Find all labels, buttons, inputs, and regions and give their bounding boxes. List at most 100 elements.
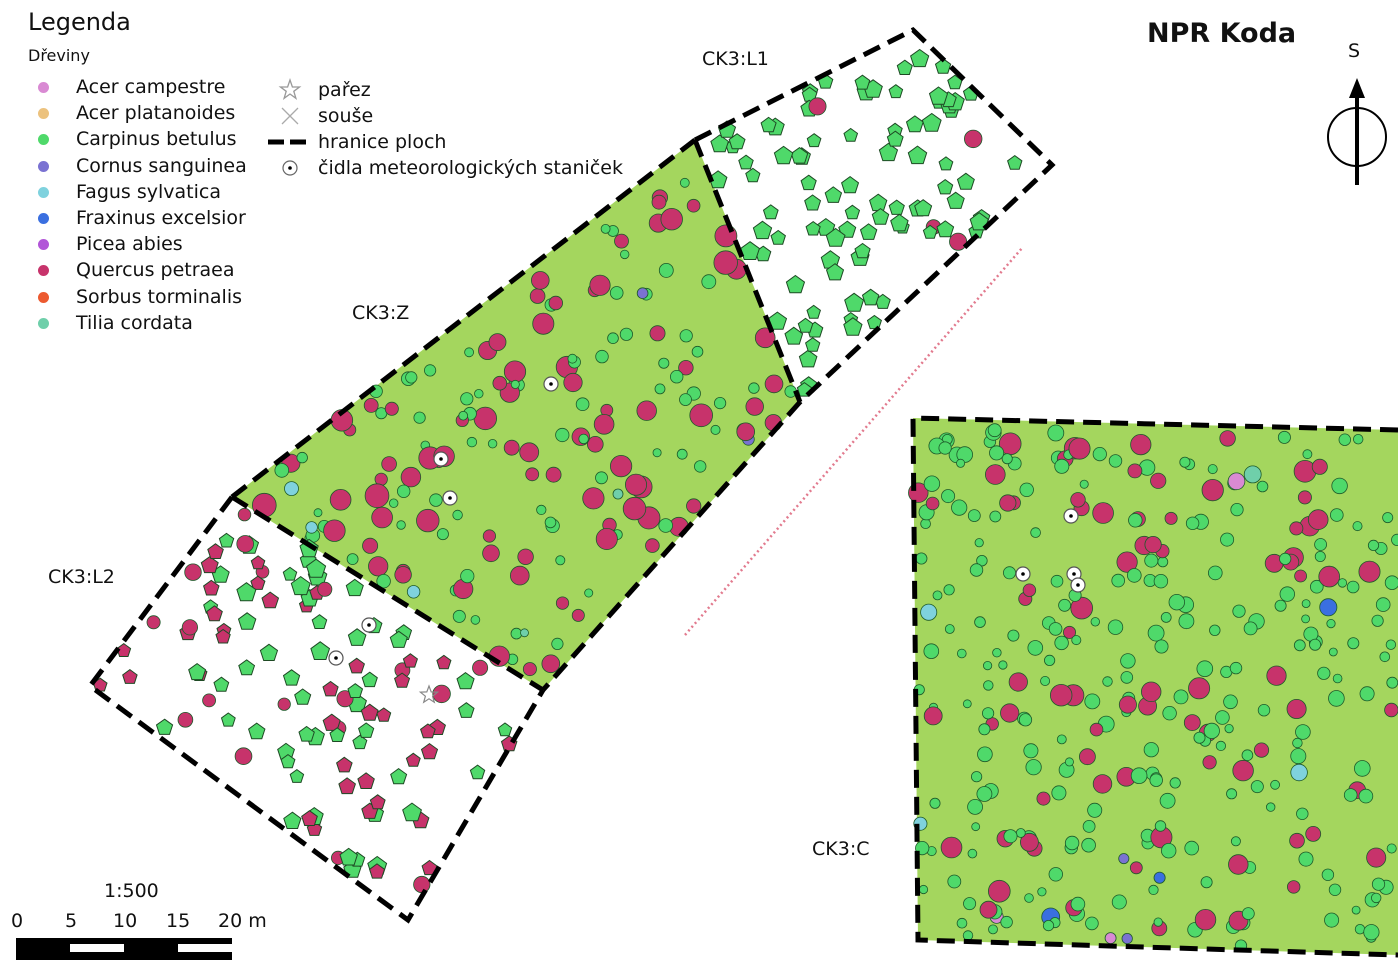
regrowth-marker <box>294 688 312 705</box>
tree-markers <box>92 48 1398 952</box>
tree-marker <box>1321 868 1335 882</box>
tree-marker <box>487 439 498 449</box>
regrowth-marker <box>969 212 989 231</box>
tree-marker <box>983 680 994 691</box>
tree-marker <box>1040 676 1051 687</box>
star-outline-icon <box>278 77 302 100</box>
regrowth-marker <box>237 612 257 630</box>
tree-marker <box>1111 894 1127 910</box>
tree-marker <box>1193 731 1206 744</box>
tree-marker <box>1227 472 1246 491</box>
scale-tick-15: 15 <box>166 910 191 932</box>
tree-marker <box>1358 788 1374 804</box>
regrowth-marker <box>347 683 364 698</box>
regrowth-marker <box>329 727 345 742</box>
regrowth-marker <box>469 764 486 780</box>
tree-marker <box>1144 553 1159 568</box>
regrowth-marker <box>785 274 806 294</box>
regrowth-marker <box>797 317 814 333</box>
tree-marker <box>999 494 1017 512</box>
tree-marker <box>609 286 624 300</box>
tree-marker <box>1000 703 1020 723</box>
tree-marker <box>555 555 566 566</box>
regrowth-marker <box>825 227 846 247</box>
regrowth-marker <box>843 317 863 336</box>
regrowth-marker <box>806 304 821 319</box>
tree-marker <box>1063 625 1077 639</box>
tree-marker <box>595 528 618 551</box>
tree-marker <box>1183 714 1201 731</box>
tree-marker <box>658 357 670 369</box>
tree-marker <box>981 707 995 720</box>
tree-marker <box>967 509 981 522</box>
tree-marker <box>1307 509 1329 530</box>
tree-marker <box>1128 513 1143 528</box>
tree-marker <box>1044 654 1056 667</box>
tree-marker <box>923 475 941 492</box>
tree-marker <box>1219 430 1236 447</box>
regrowth-marker <box>322 680 339 697</box>
tree-marker <box>1314 551 1326 563</box>
tree-marker <box>1384 575 1398 590</box>
tree-marker <box>1371 877 1386 891</box>
tree-marker <box>932 590 943 601</box>
tree-marker <box>1279 552 1292 566</box>
tree-marker <box>976 555 988 567</box>
tree-marker <box>679 329 693 343</box>
scale-tick-0: 0 <box>11 910 24 932</box>
tree-marker <box>1153 871 1166 884</box>
x-cross-icon <box>281 107 299 125</box>
tree-marker <box>920 603 938 621</box>
regrowth-marker <box>289 768 305 783</box>
tree-marker <box>460 568 475 584</box>
regrowth-marker <box>886 130 904 147</box>
regrowth-marker <box>220 712 236 727</box>
regrowth-marker <box>261 591 280 609</box>
tree-marker <box>586 435 604 453</box>
legend-subtitle: Dřeviny <box>28 46 90 65</box>
regrowth-marker <box>745 167 761 183</box>
tree-marker <box>1024 893 1034 903</box>
tree-marker <box>1037 887 1047 897</box>
tree-marker <box>1319 598 1338 617</box>
tree-marker <box>1056 734 1067 745</box>
tree-marker <box>1087 802 1103 818</box>
regrowth-marker <box>798 349 818 368</box>
tree-marker <box>517 548 534 566</box>
tree-marker <box>555 596 570 610</box>
weather-sensors <box>328 376 1086 666</box>
tree-marker <box>1347 637 1360 650</box>
tree-marker <box>1120 653 1136 669</box>
tree-marker <box>614 233 629 249</box>
tree-marker <box>381 456 397 472</box>
weather-sensor-icon <box>1063 508 1079 524</box>
tree-marker <box>541 654 561 674</box>
regrowth-marker <box>841 175 860 194</box>
tree-marker <box>1358 560 1381 583</box>
tree-marker <box>509 565 530 586</box>
tree-marker <box>545 466 562 483</box>
tree-marker <box>1343 788 1358 802</box>
tree-marker <box>1301 614 1310 624</box>
regrowth-marker <box>206 605 223 622</box>
tree-marker <box>1318 565 1340 588</box>
tree-marker <box>400 466 422 488</box>
plot-z-fill <box>232 140 800 690</box>
tree-marker <box>645 538 660 553</box>
regrowth-marker <box>914 199 933 217</box>
boundary-z-l2 <box>230 494 545 693</box>
boundary-l2 <box>86 495 546 924</box>
regrowth-marker <box>280 753 296 769</box>
tree-marker <box>532 312 555 335</box>
tree-marker <box>1070 492 1086 508</box>
tree-marker <box>525 467 540 482</box>
tree-marker <box>1154 820 1167 832</box>
tree-marker <box>274 463 290 478</box>
weather-sensor-icon <box>442 490 458 506</box>
regrowth-marker <box>861 288 880 306</box>
tree-marker <box>1164 511 1178 525</box>
tree-marker <box>1102 676 1113 687</box>
tree-marker <box>713 250 738 275</box>
tree-marker <box>652 448 662 458</box>
